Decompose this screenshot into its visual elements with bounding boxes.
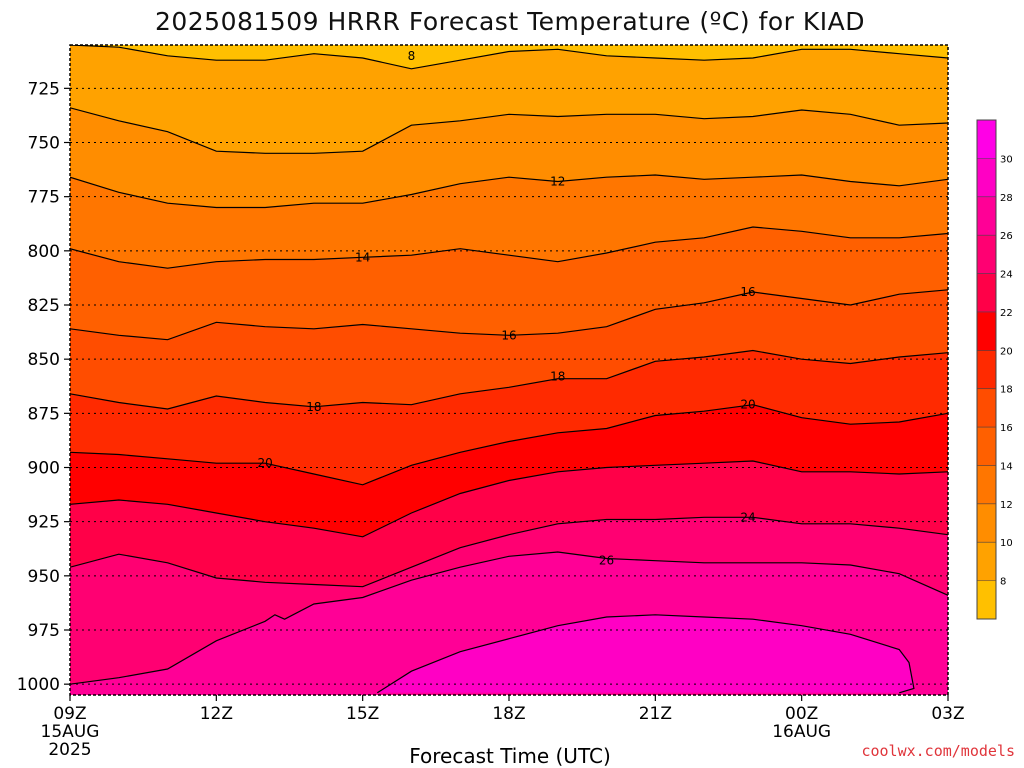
y-tick-label: 800 xyxy=(28,242,60,262)
y-tick-label: 950 xyxy=(28,567,60,587)
contour-line-20 xyxy=(70,404,948,486)
colorbar-tick-label: 30 xyxy=(1000,154,1013,165)
colorbar-swatch xyxy=(977,350,996,390)
contour-label-16: 16 xyxy=(501,328,516,342)
plot-area: 8 12 14 16 16 18 18 20 20 24 26 xyxy=(69,44,949,696)
colorbar-swatch xyxy=(977,196,996,236)
contour-label-18: 18 xyxy=(550,370,565,384)
contour-line-26 xyxy=(70,551,948,685)
colorbar-swatch xyxy=(977,273,996,313)
contour-line-14 xyxy=(70,226,948,269)
contour-line-12 xyxy=(70,174,948,209)
isotherm-contour-lines xyxy=(70,45,948,694)
contour-line-18 xyxy=(70,349,948,410)
y-tick-label: 725 xyxy=(28,79,60,99)
colorbar-tick-label: 22 xyxy=(1000,308,1013,319)
colorbar-tick-label: 12 xyxy=(1000,500,1013,511)
x-tick-label: 12Z xyxy=(200,704,233,724)
colorbar-swatch xyxy=(977,503,996,543)
pressure-grid-lines xyxy=(70,87,948,685)
colorbar-swatch xyxy=(977,235,996,275)
x-axis: 09Z 15AUG 2025 12Z 15Z 18Z 21Z 00Z 16AUG 03Z xyxy=(41,695,965,760)
colorbar-frame xyxy=(976,119,997,620)
colorbar: 8 10 12 14 16 18 20 22 24 26 28 30 xyxy=(976,119,1013,620)
contour-label-8: 8 xyxy=(408,49,416,63)
colorbar-swatch xyxy=(977,388,996,428)
y-tick-label: 975 xyxy=(28,621,60,641)
y-tick-label: 1000 xyxy=(17,675,60,695)
colorbar-tick-label: 14 xyxy=(1000,461,1013,472)
colorbar-tick-label: 8 xyxy=(1000,577,1006,588)
contour-line-28 xyxy=(376,614,915,694)
y-tick-label: 825 xyxy=(28,296,60,316)
y-tick-label: 775 xyxy=(28,188,60,208)
contour-label-12: 12 xyxy=(550,175,565,189)
x-tick-label: 18Z xyxy=(492,704,525,724)
colorbar-swatch xyxy=(977,542,996,582)
x-tick-label: 21Z xyxy=(639,704,672,724)
colorbar-swatch xyxy=(977,158,996,198)
contour-label-18: 18 xyxy=(306,400,321,414)
y-tick-label: 900 xyxy=(28,459,60,479)
chart-title: 2025081509 HRRR Forecast Temperature (ºC… xyxy=(155,7,865,36)
x-tick-label: 15Z xyxy=(346,704,379,724)
colorbar-swatch xyxy=(977,120,996,159)
colorbar-swatch xyxy=(977,465,996,505)
colorbar-tick-label: 24 xyxy=(1000,270,1013,281)
colorbar-swatch xyxy=(977,427,996,466)
y-axis: 725 750 775 800 825 850 875 900 925 950 975 1000 xyxy=(17,79,70,695)
contour-label-20: 20 xyxy=(257,456,272,470)
colorbar-tick-label: 28 xyxy=(1000,193,1013,204)
isotherm-labels: 8 12 14 16 16 18 18 20 20 24 26 xyxy=(257,49,755,568)
temperature-fill-layers xyxy=(70,45,948,695)
y-tick-label: 750 xyxy=(28,134,60,154)
colorbar-tick-label: 26 xyxy=(1000,231,1013,242)
y-tick-label: 925 xyxy=(28,513,60,533)
fill-band-above-28 xyxy=(377,614,914,693)
colorbar-tick-label: 20 xyxy=(1000,346,1013,357)
x-axis-title: Forecast Time (UTC) xyxy=(409,744,611,768)
y-tick-label: 875 xyxy=(28,404,60,424)
x-tick-label: 09Z 15AUG 2025 xyxy=(41,704,100,760)
contour-line-16 xyxy=(70,289,948,341)
contour-label-24: 24 xyxy=(740,510,755,524)
contour-line-22 xyxy=(70,460,948,538)
x-tick-label: 00Z 16AUG xyxy=(772,704,831,742)
colorbar-swatch xyxy=(977,311,996,351)
contour-label-26: 26 xyxy=(599,554,614,568)
x-tick-label: 03Z xyxy=(931,704,964,724)
colorbar-tick-label: 10 xyxy=(1000,538,1013,549)
credit-text[interactable]: coolwx.com/models xyxy=(861,742,1015,760)
contour-line-10 xyxy=(70,107,948,154)
contour-label-14: 14 xyxy=(355,250,370,264)
colorbar-swatch xyxy=(977,580,996,620)
contour-line-24 xyxy=(70,516,948,588)
colorbar-tick-label: 18 xyxy=(1000,385,1013,396)
y-tick-label: 850 xyxy=(28,350,60,370)
contour-line-8 xyxy=(70,45,948,70)
colorbar-tick-label: 16 xyxy=(1000,423,1013,434)
contour-label-20: 20 xyxy=(740,398,755,412)
contour-label-16: 16 xyxy=(740,285,755,299)
